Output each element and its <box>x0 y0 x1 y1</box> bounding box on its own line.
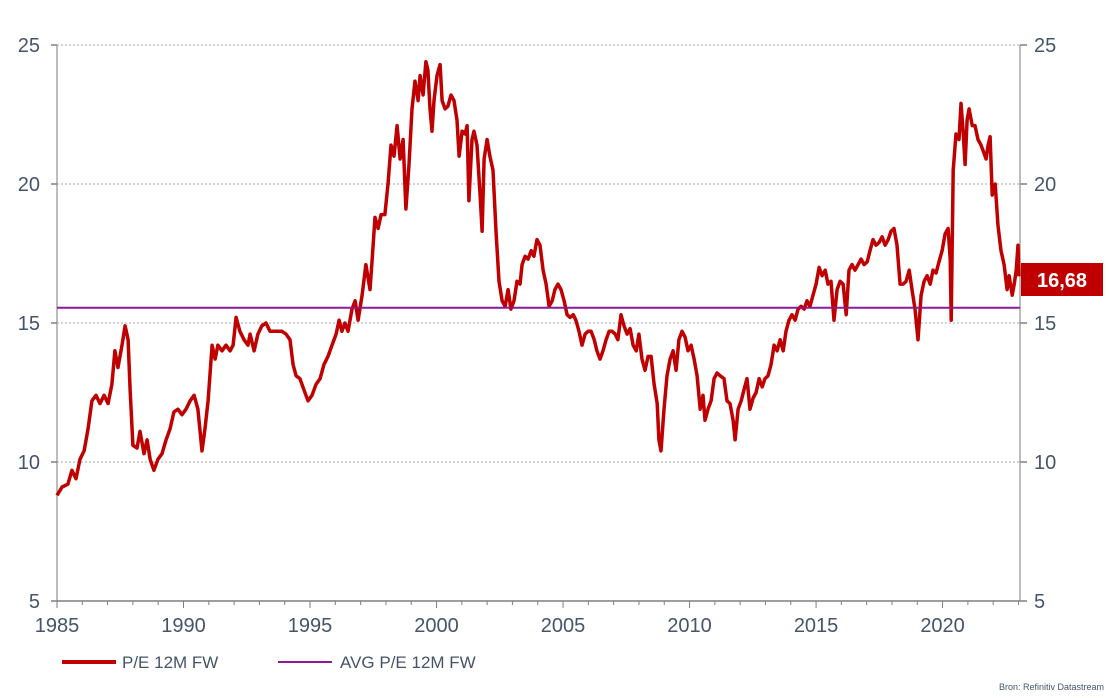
y-axis-ticks: 5 5 10 10 15 15 20 20 25 25 <box>18 35 1057 613</box>
x-axis-ticks: 1985 1990 1995 2000 2005 2010 2015 2020 <box>35 601 1019 637</box>
last-value-badge-box <box>1021 263 1103 296</box>
y-tick-label-left: 25 <box>18 35 40 57</box>
x-tick-label: 2020 <box>920 615 965 637</box>
last-value-label: 16,68 <box>1037 270 1087 292</box>
source-note: Bron: Refinitiv Datastream <box>999 682 1104 692</box>
y-tick-label-left: 20 <box>18 174 40 196</box>
x-tick-label: 1985 <box>35 615 80 637</box>
series-lines <box>55 59 1021 497</box>
legend-label-avg-pe: AVG P/E 12M FW <box>340 653 476 672</box>
y-tick-label-left: 10 <box>18 452 40 474</box>
x-tick-label: 1990 <box>161 615 206 637</box>
x-tick-label: 2005 <box>541 615 586 637</box>
y-tick-label-right: 10 <box>1034 452 1056 474</box>
x-tick-label: 2010 <box>667 615 712 637</box>
legend-label-pe: P/E 12M FW <box>122 653 218 672</box>
y-tick-label-right: 5 <box>1034 591 1045 613</box>
pe-12m-fw-line <box>55 59 1021 497</box>
y-tick-label-left: 15 <box>18 313 40 335</box>
x-tick-label: 2015 <box>794 615 839 637</box>
gridlines <box>57 44 1020 463</box>
last-value-badge: 16,68 <box>1021 263 1103 296</box>
x-tick-label: 2000 <box>414 615 459 637</box>
x-tick-label: 1995 <box>288 615 333 637</box>
y-tick-label-right: 25 <box>1034 35 1056 57</box>
y-tick-label-right: 15 <box>1034 313 1056 335</box>
y-tick-label-right: 20 <box>1034 174 1056 196</box>
legend: P/E 12M FW AVG P/E 12M FW <box>62 653 476 672</box>
y-tick-label-left: 5 <box>29 591 40 613</box>
